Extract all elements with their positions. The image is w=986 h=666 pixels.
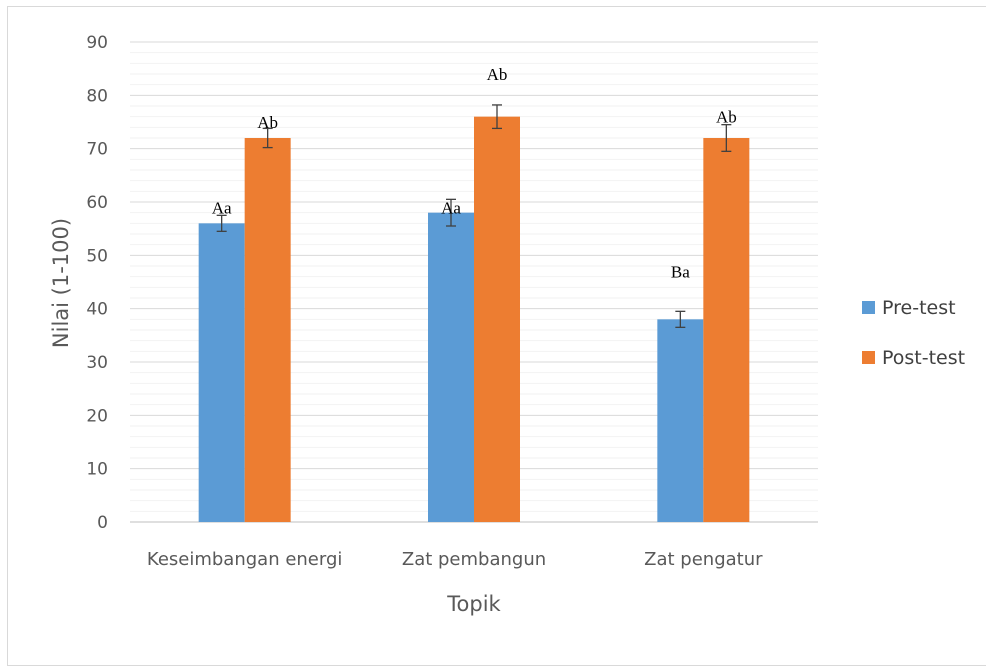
data-label: Aa xyxy=(441,198,461,217)
x-axis-title: Topik xyxy=(446,592,501,616)
x-tick-label: Keseimbangan energi xyxy=(147,549,343,570)
bar xyxy=(198,223,245,523)
legend-label: Pre-test xyxy=(882,297,956,319)
data-label: Ab xyxy=(487,65,508,84)
legend-swatch xyxy=(862,351,875,364)
data-label: Ba xyxy=(671,262,690,281)
data-label: Aa xyxy=(212,198,232,217)
legend: Pre-test Post-test xyxy=(862,297,965,369)
data-label: Ab xyxy=(257,113,278,132)
y-axis-title: Nilai (1-100) xyxy=(49,218,73,348)
legend-label: Post-test xyxy=(882,347,965,369)
bars xyxy=(198,116,750,523)
y-tick-label: 80 xyxy=(86,86,108,106)
x-tick-label: Zat pembangun xyxy=(402,549,546,570)
y-tick-label: 60 xyxy=(86,193,108,213)
bar xyxy=(703,138,750,522)
y-tick-label: 0 xyxy=(97,513,108,533)
y-tick-label: 30 xyxy=(86,353,108,373)
x-tick-label: Zat pengatur xyxy=(644,549,763,570)
error-bars xyxy=(216,104,732,328)
data-labels: Aa Ab Aa Ab Ba Ab xyxy=(212,65,737,281)
legend-swatch xyxy=(862,301,875,314)
y-tick-label: 50 xyxy=(86,246,108,266)
y-tick-label: 40 xyxy=(86,300,108,320)
bar xyxy=(428,212,474,522)
bar xyxy=(657,319,704,522)
bar xyxy=(244,138,291,522)
y-tick-label: 90 xyxy=(86,33,108,53)
y-tick-label: 10 xyxy=(86,460,108,480)
x-axis-categories: Keseimbangan energi Zat pembangun Zat peng… xyxy=(147,549,763,570)
y-tick-label: 70 xyxy=(86,140,108,160)
bar xyxy=(474,116,520,523)
y-tick-label: 20 xyxy=(86,406,108,426)
y-axis-ticks: 0 10 20 30 40 50 60 70 80 90 xyxy=(86,33,108,533)
data-label: Ab xyxy=(716,108,737,127)
